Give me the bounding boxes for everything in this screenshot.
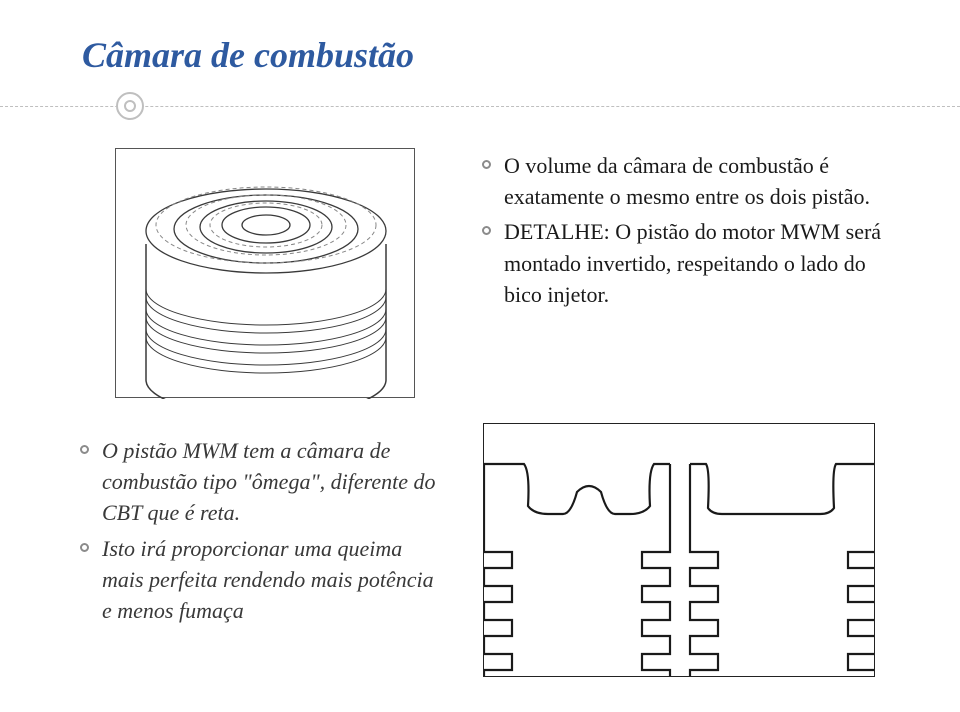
bullet-text: DETALHE: O pistão do motor MWM será mont… (504, 219, 881, 306)
list-item: O pistão MWM tem a câmara de combustão t… (80, 435, 440, 529)
left-bullet-list: O pistão MWM tem a câmara de combustão t… (80, 435, 440, 630)
bullet-icon (482, 160, 491, 169)
title-ornament-inner (124, 100, 136, 112)
list-item: O volume da câmara de combustão é exatam… (482, 150, 882, 212)
page-title: Câmara de combustão (82, 34, 414, 76)
title-divider (0, 106, 960, 107)
bullet-icon (482, 226, 491, 235)
right-bullet-list: O volume da câmara de combustão é exatam… (482, 150, 882, 314)
bullet-icon (80, 543, 89, 552)
piston-top-diagram (115, 148, 415, 398)
list-item: Isto irá proporcionar uma queima mais pe… (80, 533, 440, 627)
bullet-text: O pistão MWM tem a câmara de combustão t… (102, 438, 436, 525)
bullet-text: Isto irá proporcionar uma queima mais pe… (102, 536, 434, 623)
list-item: DETALHE: O pistão do motor MWM será mont… (482, 216, 882, 310)
piston-section-diagram (483, 423, 875, 677)
bullet-icon (80, 445, 89, 454)
bullet-text: O volume da câmara de combustão é exatam… (504, 153, 870, 209)
